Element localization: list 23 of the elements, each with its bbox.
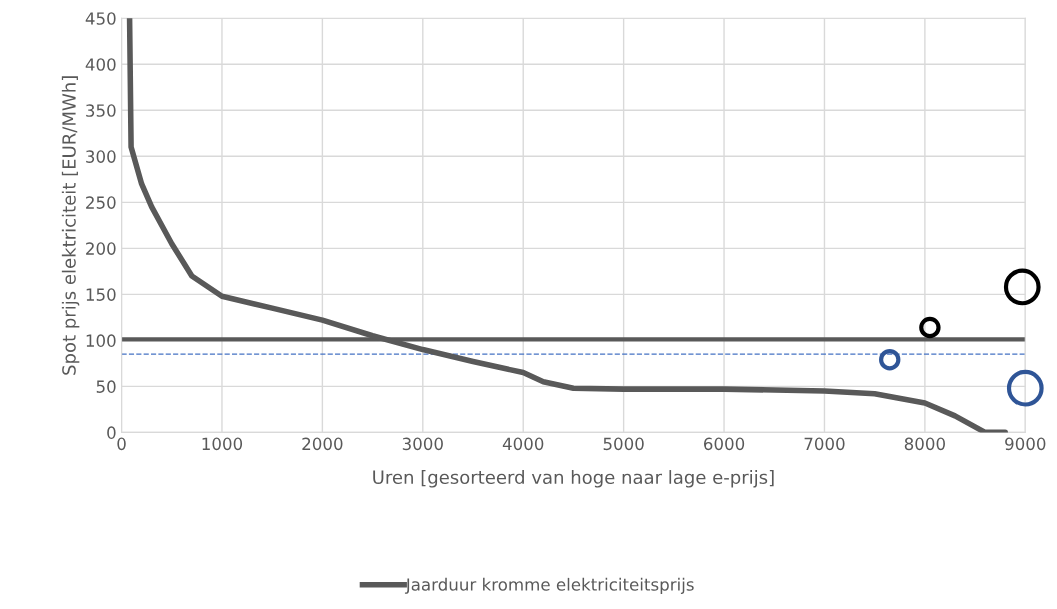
x-tick-label: 3000 [402, 437, 443, 451]
y-tick-label: 200 [86, 242, 116, 255]
y-tick-label: 300 [86, 150, 116, 163]
y-tick-label: 100 [86, 334, 116, 347]
y-tick-label: 150 [86, 288, 116, 301]
x-tick-label: 1000 [202, 437, 243, 451]
x-tick-label: 2000 [302, 437, 343, 451]
x-tick-label: 7000 [804, 437, 845, 451]
x-tick-label: 8000 [904, 437, 945, 451]
legend-label: Jaarduur kromme elektriciteitsprijs [404, 577, 694, 594]
y-tick-label: 450 [85, 12, 116, 25]
x-tick-label: 0 [117, 437, 126, 451]
y-tick-label: 0 [107, 426, 116, 439]
x-tick-label: 5000 [603, 437, 644, 451]
y-tick-label: 350 [86, 104, 116, 117]
x-tick-label: 6000 [704, 437, 745, 451]
x-axis-title: Uren [gesorteerd van hoge naar lage e-prijs] [373, 470, 774, 488]
x-tick-label: 4000 [502, 437, 544, 451]
y-axis-title: Spot prijs elektriciteit [EUR/MWh] [61, 76, 80, 375]
y-tick-label: 250 [86, 196, 116, 209]
y-tick-label: 50 [96, 380, 116, 393]
y-tick-label: 400 [85, 58, 116, 71]
x-tick-label: 9000 [1005, 437, 1046, 451]
